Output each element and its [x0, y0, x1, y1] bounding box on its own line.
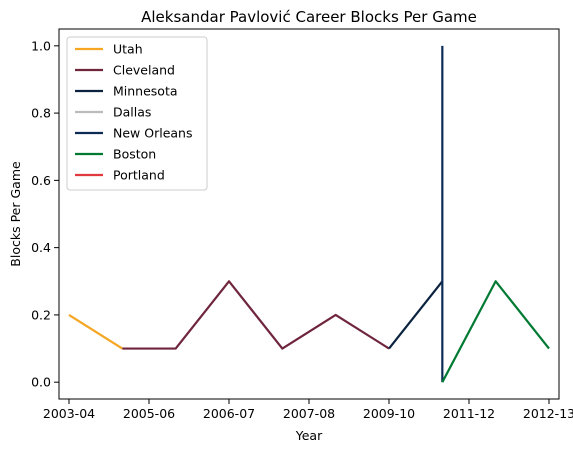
series-line-cleveland: [122, 280, 390, 350]
x-tick-label: 2003-04: [43, 406, 95, 421]
y-tick-label: 0.0: [31, 375, 51, 390]
y-tick-label: 0.6: [31, 173, 51, 188]
x-tick-label: 2011-12: [443, 406, 495, 421]
legend-label-utah: Utah: [113, 42, 143, 57]
x-tick-label: 2012-13: [523, 406, 573, 421]
series-layer: [68, 45, 550, 383]
x-axis-label: Year: [295, 428, 323, 443]
legend-label-new-orleans: New Orleans: [113, 126, 192, 141]
y-tick-label: 1.0: [31, 38, 51, 53]
legend-label-dallas: Dallas: [113, 105, 151, 120]
x-tick-label: 2005-06: [123, 406, 175, 421]
chart-title: Aleksandar Pavlović Career Blocks Per Ga…: [141, 8, 477, 26]
series-line-boston: [441, 280, 550, 383]
series-line-minnesota: [388, 280, 444, 350]
legend-label-portland: Portland: [113, 168, 165, 183]
y-axis-label: Blocks Per Game: [8, 161, 23, 267]
y-tick-label: 0.4: [31, 240, 51, 255]
y-tick-label: 0.2: [31, 307, 51, 322]
legend-label-minnesota: Minnesota: [113, 84, 178, 99]
legend-label-cleveland: Cleveland: [113, 63, 175, 78]
x-tick-label: 2009-10: [363, 406, 415, 421]
legend-label-boston: Boston: [113, 147, 156, 162]
x-tick-label: 2006-07: [203, 406, 255, 421]
legend: Utah Cleveland Minnesota Dallas New Orleans B…: [66, 36, 208, 191]
x-axis: 2003-04 2005-06 2006-07 2007-08 2009-10 2011-…: [43, 399, 573, 421]
series-line-utah: [68, 313, 123, 350]
y-axis: 0.0 0.2 0.4 0.6 0.8 1.0: [31, 38, 59, 390]
y-tick-label: 0.8: [31, 106, 51, 121]
legend-box: [66, 36, 208, 191]
x-tick-label: 2007-08: [283, 406, 335, 421]
